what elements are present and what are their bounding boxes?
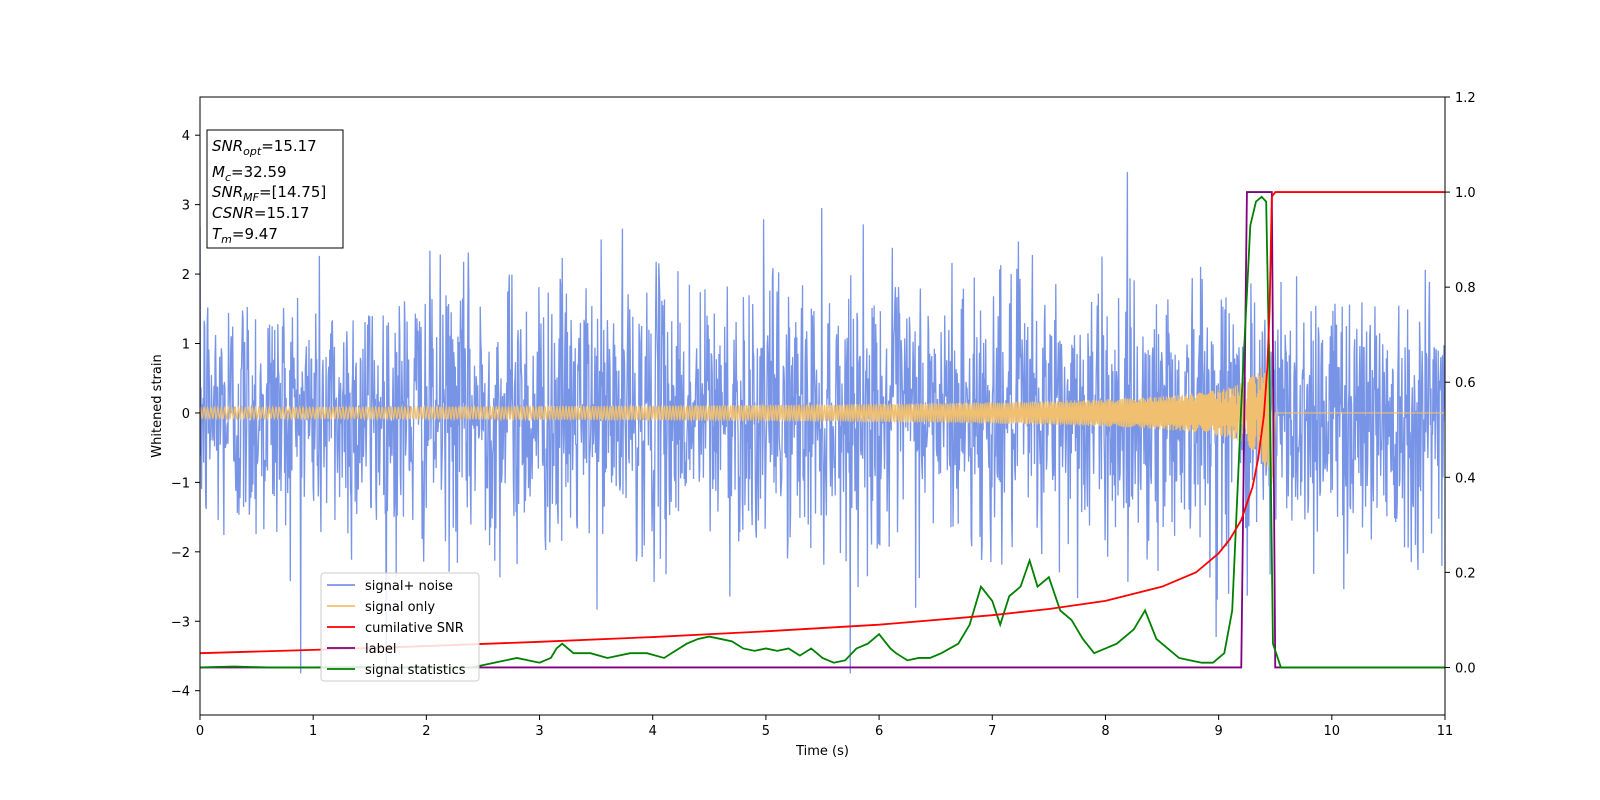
x-tick-label: 10 xyxy=(1324,724,1341,739)
info-line: SNRopt=15.17 xyxy=(212,137,317,158)
x-tick-label: 0 xyxy=(196,724,204,739)
info-annotation-box: SNRopt=15.17 Mc=32.59SNRMF=[14.75]CSNR=15… xyxy=(206,129,344,249)
y-tick-label: −1 xyxy=(171,476,190,491)
y-tick-label: −4 xyxy=(171,685,190,700)
x-tick-label: 5 xyxy=(762,724,770,739)
x-tick-label: 8 xyxy=(1101,724,1109,739)
y2-tick-label: 0.2 xyxy=(1455,566,1476,581)
series-signal-only-line xyxy=(200,343,1445,485)
legend-label: signal statistics xyxy=(365,663,466,678)
series-cumilative-snr-line xyxy=(200,191,1445,655)
x-tick-label: 1 xyxy=(309,724,317,739)
y-axis-label: Whitened strain xyxy=(150,354,165,457)
legend: signal+ noise signal only cumilative SNR la… xyxy=(320,572,480,682)
legend-label: signal+ noise xyxy=(365,579,453,594)
y-tick-label: 2 xyxy=(182,268,190,283)
y-tick-label: 4 xyxy=(182,129,190,144)
x-tick-label: 4 xyxy=(649,724,657,739)
y-tick-label: −3 xyxy=(171,615,190,630)
legend-label: cumilative SNR xyxy=(365,621,464,636)
info-line: SNRMF=[14.75] xyxy=(212,183,326,204)
y2-tick-label: 0.0 xyxy=(1455,661,1476,676)
series-signal-noise-line xyxy=(200,172,1445,674)
y2-tick-label: 0.8 xyxy=(1455,281,1476,296)
x-axis-label: Time (s) xyxy=(795,744,849,759)
y-tick-label: 0 xyxy=(182,407,190,422)
x-tick-label: 3 xyxy=(535,724,543,739)
series-signal-statistics-line xyxy=(200,195,1445,669)
y2-tick-label: 1.0 xyxy=(1455,186,1476,201)
legend-frame xyxy=(320,572,480,682)
x-tick-label: 7 xyxy=(988,724,996,739)
x-tick-label: 9 xyxy=(1214,724,1222,739)
x-tick-label: 11 xyxy=(1437,724,1454,739)
y2-tick-label: 0.6 xyxy=(1455,376,1476,391)
legend-label: label xyxy=(365,642,396,657)
y-tick-label: 3 xyxy=(182,199,190,214)
info-box-frame xyxy=(206,129,344,249)
info-line: Mc=32.59 xyxy=(212,163,287,184)
x-tick-label: 6 xyxy=(875,724,883,739)
x-tick-label: 2 xyxy=(422,724,430,739)
y2-tick-label: 1.2 xyxy=(1455,91,1476,106)
info-line: CSNR=15.17 xyxy=(212,204,309,222)
legend-label: signal only xyxy=(365,600,435,615)
info-line: Tm=9.47 xyxy=(212,225,278,246)
y-tick-label: 1 xyxy=(182,338,190,353)
plot-frame xyxy=(199,96,1446,716)
y2-tick-label: 0.4 xyxy=(1455,471,1476,486)
y-tick-label: −2 xyxy=(171,546,190,561)
